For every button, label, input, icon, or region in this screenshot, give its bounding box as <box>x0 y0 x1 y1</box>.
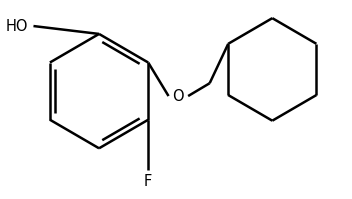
Text: O: O <box>172 89 184 103</box>
Text: HO: HO <box>6 19 29 34</box>
Text: F: F <box>144 174 152 189</box>
